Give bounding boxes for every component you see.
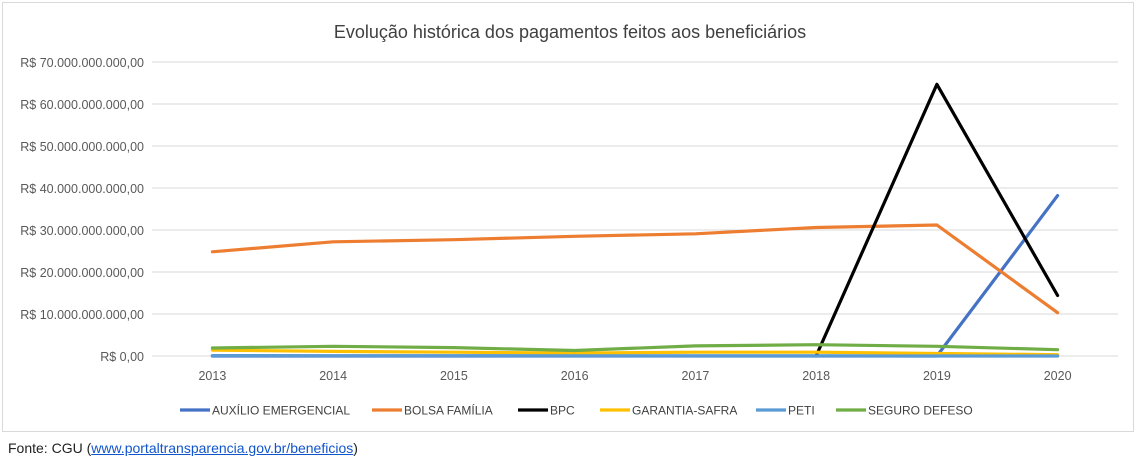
legend-item: SEGURO DEFESO: [836, 404, 973, 418]
legend-item: BOLSA FAMÍLIA: [372, 403, 493, 418]
x-tick-label: 2018: [802, 369, 830, 383]
source-note: Fonte: CGU (www.portaltransparencia.gov.…: [8, 440, 358, 456]
y-tick-label: R$ 70.000.000.000,00: [20, 56, 144, 70]
legend-label: SEGURO DEFESO: [868, 404, 973, 418]
y-tick-label: R$ 60.000.000.000,00: [20, 98, 144, 112]
y-tick-label: R$ 20.000.000.000,00: [20, 266, 144, 280]
legend-label: GARANTIA-SAFRA: [632, 404, 737, 418]
y-tick-label: R$ 10.000.000.000,00: [20, 308, 144, 322]
source-prefix: Fonte: CGU (: [8, 440, 92, 456]
x-tick-label: 2017: [681, 369, 709, 383]
x-tick-label: 2020: [1044, 369, 1072, 383]
chart-title: Evolução histórica dos pagamentos feitos…: [334, 22, 806, 42]
legend-label: PETI: [788, 404, 815, 418]
y-tick-label: R$ 40.000.000.000,00: [20, 182, 144, 196]
x-tick-label: 2015: [440, 369, 468, 383]
legend-label: AUXÍLIO EMERGENCIAL: [212, 403, 350, 418]
legend-label: BPC: [550, 404, 575, 418]
source-link[interactable]: www.portaltransparencia.gov.br/beneficio…: [91, 440, 354, 456]
series-line-bpc: [814, 82, 1060, 358]
series-line-seguro-defeso: [210, 343, 1060, 353]
source-suffix: ): [353, 440, 358, 456]
series-line-garantia-safra: [210, 348, 1060, 357]
series-line-bolsa-fam-lia: [210, 223, 1060, 315]
legend-label: BOLSA FAMÍLIA: [404, 403, 493, 418]
x-tick-label: 2013: [198, 369, 226, 383]
legend-item: GARANTIA-SAFRA: [600, 404, 737, 418]
x-tick-label: 2014: [319, 369, 347, 383]
chart-frame: [2, 2, 1134, 432]
y-tick-label: R$ 0,00: [100, 350, 144, 364]
legend-item: PETI: [756, 404, 815, 418]
series-line-aux-lio-emergencial: [210, 194, 1060, 358]
legend-item: AUXÍLIO EMERGENCIAL: [180, 403, 350, 418]
y-tick-label: R$ 30.000.000.000,00: [20, 224, 144, 238]
legend-item: BPC: [518, 404, 575, 418]
x-tick-label: 2016: [561, 369, 589, 383]
y-tick-label: R$ 50.000.000.000,00: [20, 140, 144, 154]
x-tick-label: 2019: [923, 369, 951, 383]
